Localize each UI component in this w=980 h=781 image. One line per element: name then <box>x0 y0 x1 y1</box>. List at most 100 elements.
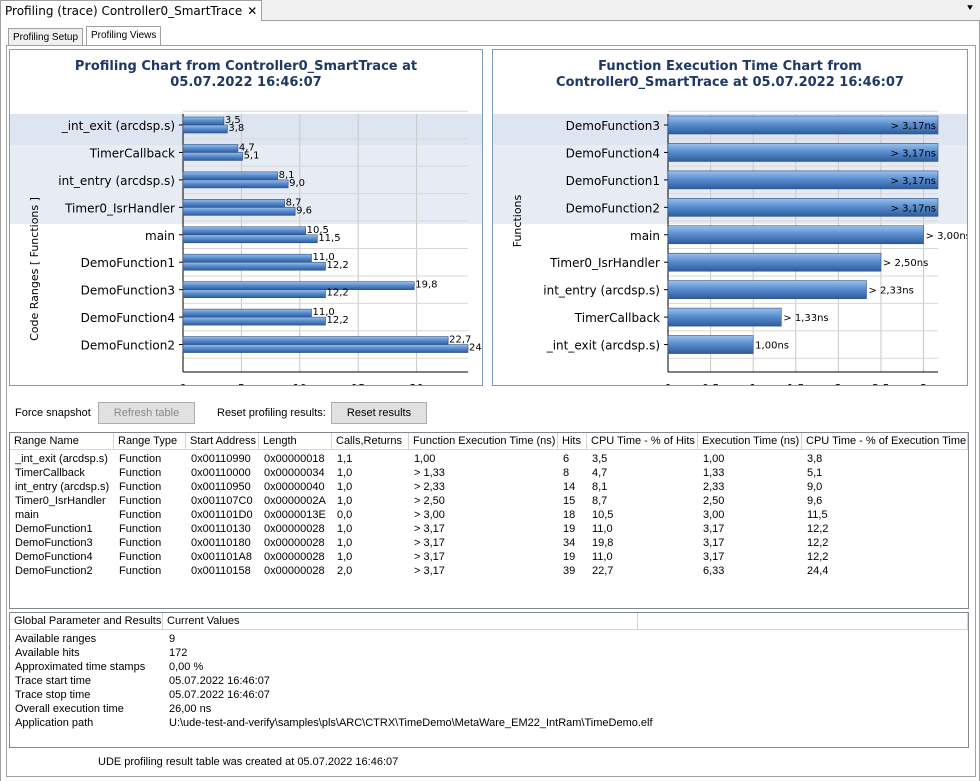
bar <box>182 253 312 263</box>
refresh-table-button[interactable]: Refresh table <box>98 402 195 424</box>
category-label: _int_exit (arcdsp.s) <box>546 339 660 353</box>
table-cell: > 3,17 <box>414 565 445 577</box>
table-cell: 19,8 <box>592 537 614 549</box>
table-cell: 3,17 <box>703 537 725 549</box>
bar-value-label: 19,8 <box>415 280 437 291</box>
table-cell: 3,8 <box>807 453 823 465</box>
table-cell: DemoFunction1 <box>15 523 93 535</box>
table-cell: 14 <box>563 481 576 493</box>
bar-value-label: 3,8 <box>228 123 244 134</box>
bar <box>667 170 939 190</box>
table-cell: 2,33 <box>703 481 725 493</box>
bar <box>182 261 326 271</box>
table-cell: Function <box>119 495 162 507</box>
column-header[interactable]: Current Values <box>163 613 638 630</box>
bar-value-label: 11,0 <box>312 252 334 263</box>
table-cell: int_entry (arcdsp.s) <box>15 481 110 493</box>
category-label: main <box>145 229 175 243</box>
results-table[interactable]: Range Name Range Type Start Address Length C… <box>9 432 969 609</box>
column-header[interactable]: Length <box>259 433 332 450</box>
result-created-status: UDE profiling result table was created a… <box>98 756 399 768</box>
bar-value-label: > 2,50ns <box>883 258 928 269</box>
bar-value-label: > 3,17ns <box>891 203 936 214</box>
profiling-chart-title: Profiling Chart from Controller0_SmartTr… <box>74 59 418 90</box>
table-cell: 1,0 <box>337 523 353 535</box>
table-cell: 0x001107C0 <box>191 495 253 507</box>
table-cell: 18 <box>563 509 576 521</box>
column-header[interactable]: Hits <box>558 433 587 450</box>
category-label: DemoFunction1 <box>566 174 660 188</box>
column-header[interactable]: Calls,Returns <box>332 433 409 450</box>
table-cell: main <box>15 509 39 521</box>
reset-results-button[interactable]: Reset results <box>331 402 427 424</box>
bar-value-label: 9,0 <box>289 178 305 189</box>
bar-value-label: > 1,33ns <box>783 313 828 324</box>
bar <box>182 234 318 244</box>
table-cell: 12,2 <box>807 537 829 549</box>
table-cell: > 3,17 <box>414 551 445 563</box>
table-cell: 1,1 <box>337 453 353 465</box>
table-cell: 1,33 <box>703 467 725 479</box>
bar-value-label: 24,4 <box>469 343 483 354</box>
column-header[interactable]: Global Parameter and Results <box>10 613 163 630</box>
bar-value-label: > 3,00ns <box>926 231 968 242</box>
bar <box>182 199 285 208</box>
x-tick-label: 5 <box>238 382 245 386</box>
column-header[interactable]: CPU Time - % of Hits <box>587 433 698 450</box>
table-cell: 0x00110990 <box>191 453 251 465</box>
parameter-name: Trace stop time <box>15 689 91 701</box>
bar <box>667 198 939 217</box>
bar-value-label: > 2,33ns <box>868 286 913 297</box>
bar <box>182 226 306 236</box>
table-cell: 24,4 <box>807 565 829 577</box>
table-cell: 9,6 <box>807 495 823 507</box>
parameters-table[interactable]: Global Parameter and Results Current Valu… <box>9 612 969 748</box>
window-menu-icon[interactable]: ⯆ <box>966 3 974 14</box>
table-cell: Function <box>119 523 162 535</box>
category-label: TimerCallback <box>89 146 175 160</box>
close-icon[interactable]: ✕ <box>247 4 258 18</box>
profiling-chart-svg: 0 5 10 15 20 _int_exit (arcdsp.s) 3,53,8 TimerC… <box>10 110 483 386</box>
table-cell: 4,7 <box>592 467 608 479</box>
tab-profiling-setup[interactable]: Profiling Setup <box>8 28 84 48</box>
tab-profiling-views[interactable]: Profiling Views <box>86 26 162 47</box>
category-label: Timer0_IsrHandler <box>64 201 175 215</box>
table-cell: 2,50 <box>703 495 725 507</box>
column-header-filler <box>638 613 968 630</box>
column-header[interactable]: Function Execution Time (ns) <box>409 433 558 450</box>
x-tick-label: 2,5 <box>872 382 890 386</box>
table-cell: DemoFunction3 <box>15 537 93 549</box>
bar <box>182 308 312 318</box>
bar <box>667 280 867 299</box>
parameter-value: 05.07.2022 16:46:07 <box>169 675 270 687</box>
table-cell: 19 <box>563 523 576 535</box>
bar <box>667 307 782 327</box>
table-cell: 0x00000028 <box>264 565 325 577</box>
document-tab[interactable]: Profiling (trace) Controller0_SmartTrace… <box>0 0 263 21</box>
table-cell: 3,17 <box>703 523 725 535</box>
bar <box>667 115 939 135</box>
profiling-chart: Profiling Chart from Controller0_SmartTr… <box>9 49 483 386</box>
category-label: DemoFunction4 <box>81 311 175 325</box>
parameter-name: Approximated time stamps <box>15 661 146 673</box>
table-cell: 1,0 <box>337 537 353 549</box>
table-cell: 0x0000013E <box>264 509 326 521</box>
category-label: Timer0_IsrHandler <box>549 256 660 270</box>
table-cell: 39 <box>563 565 576 577</box>
bar-value-label: > 3,17ns <box>891 148 936 159</box>
table-cell: 19 <box>563 551 576 563</box>
x-tick-label: 0 <box>665 382 672 386</box>
table-cell: Timer0_IsrHandler <box>15 495 106 507</box>
table-cell: 34 <box>563 537 576 549</box>
column-header[interactable]: CPU Time - % of Execution Time <box>802 433 968 450</box>
column-header[interactable]: Range Name <box>10 433 114 450</box>
bar <box>182 336 449 345</box>
y-axis-label: Code Ranges [ Functions ] <box>28 197 41 341</box>
table-cell: 3,00 <box>703 509 725 521</box>
parameter-value: 0,00 % <box>169 661 204 673</box>
table-cell: > 3,00 <box>414 509 445 521</box>
column-header[interactable]: Execution Time (ns) <box>698 433 802 450</box>
column-header[interactable]: Start Address <box>186 433 259 450</box>
bar <box>667 143 939 162</box>
column-header[interactable]: Range Type <box>114 433 186 450</box>
